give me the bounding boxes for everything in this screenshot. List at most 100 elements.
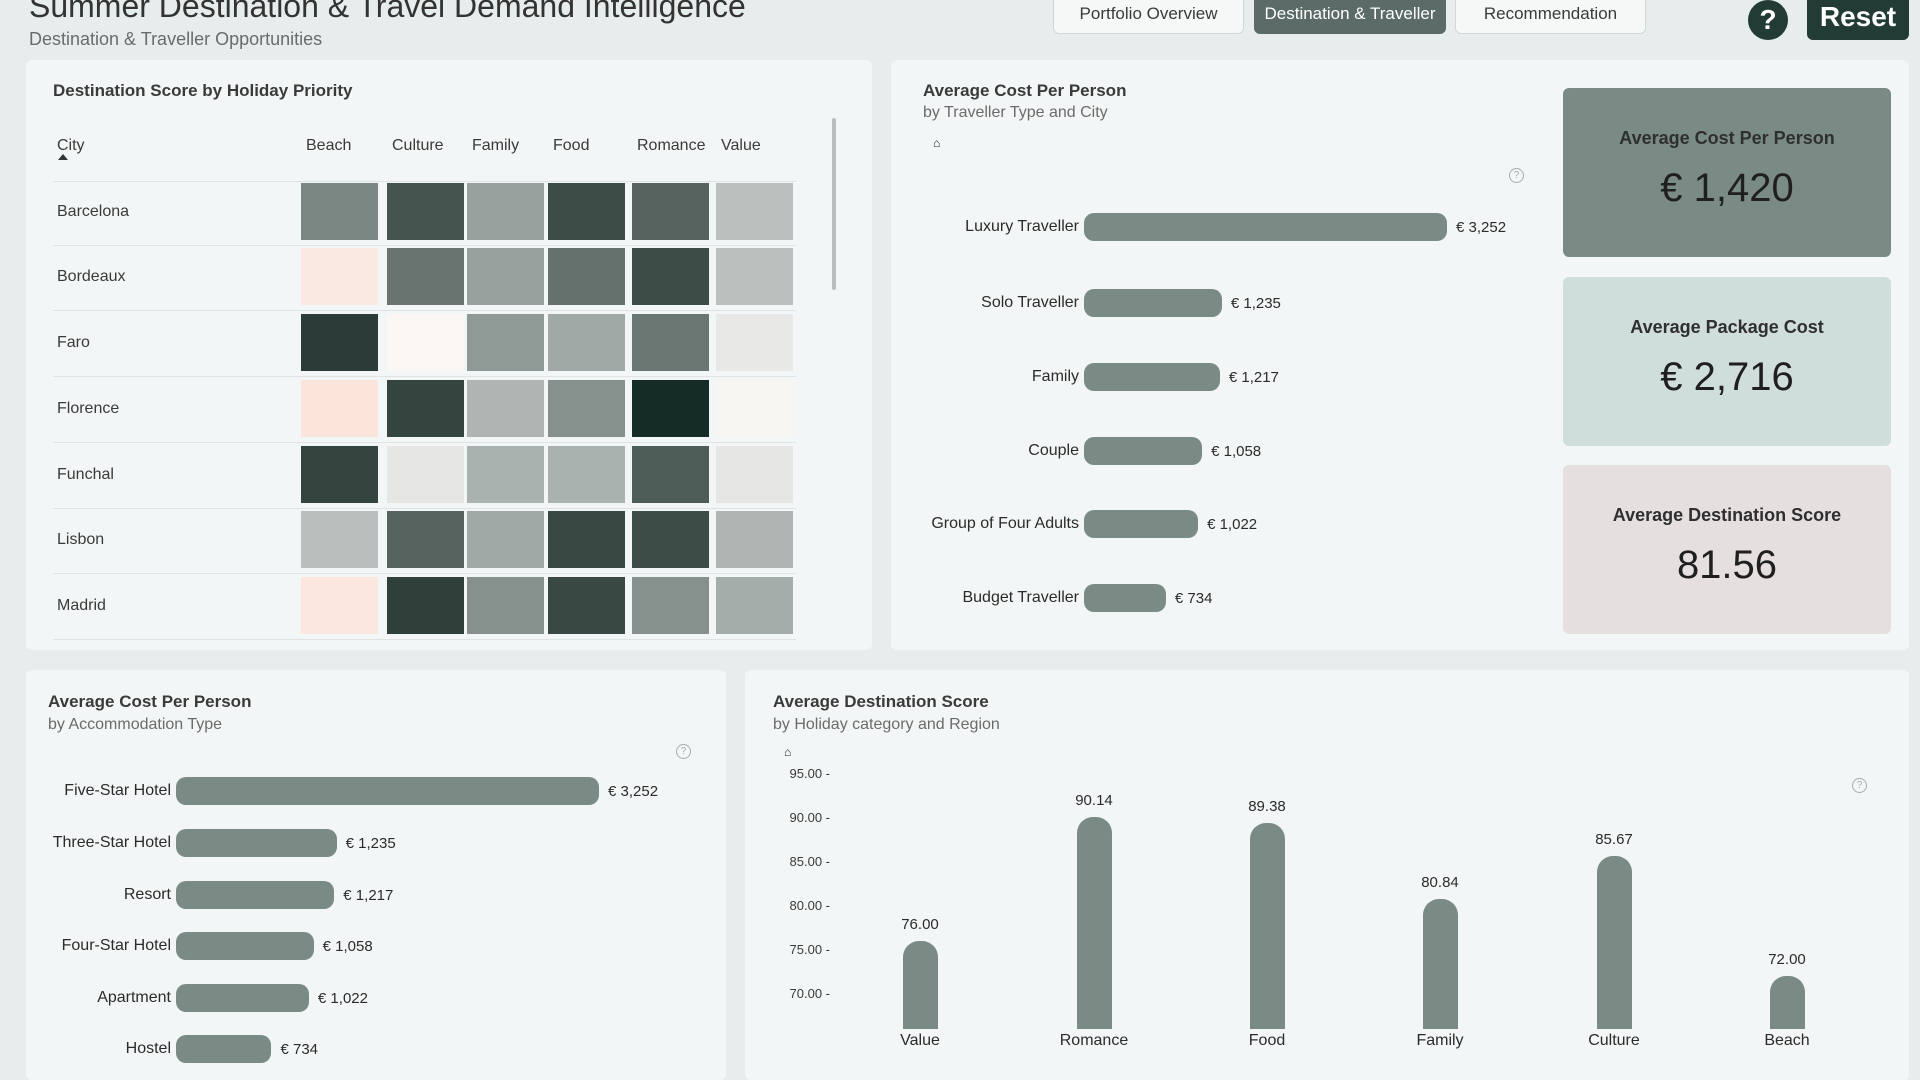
accommodation-chart-title: Average Cost Per Person	[48, 692, 252, 711]
heatmap-cell[interactable]	[301, 511, 378, 568]
bar-value-label: € 1,235	[1230, 295, 1281, 312]
home-icon[interactable]: ⌂	[784, 745, 792, 759]
accommodation-panel	[26, 670, 726, 1080]
heatmap-cell[interactable]	[301, 577, 378, 634]
heatmap-cell[interactable]	[387, 314, 464, 371]
heatmap-cell[interactable]	[467, 577, 544, 634]
heatmap-cell[interactable]	[716, 446, 793, 503]
heatmap-cell[interactable]	[632, 446, 709, 503]
bar[interactable]	[176, 984, 309, 1012]
x-axis-category: Value	[900, 1032, 940, 1049]
bar[interactable]	[1084, 584, 1166, 612]
heatmap-cell[interactable]	[301, 314, 378, 371]
column-value-label: 90.14	[1075, 791, 1113, 809]
heatmap-cell[interactable]	[632, 314, 709, 371]
heatmap-cell[interactable]	[387, 248, 464, 305]
bar[interactable]	[1084, 289, 1222, 317]
column-header-city[interactable]: City	[57, 137, 85, 154]
heatmap-cell[interactable]	[632, 511, 709, 568]
heatmap-cell[interactable]	[548, 577, 625, 634]
heatmap-cell[interactable]	[548, 314, 625, 371]
heatmap-cell[interactable]	[716, 577, 793, 634]
heatmap-cell[interactable]	[716, 183, 793, 240]
heatmap-cell[interactable]	[467, 380, 544, 437]
heatmap-cell[interactable]	[301, 183, 378, 240]
info-icon[interactable]: ?	[1509, 168, 1524, 183]
heatmap-cell[interactable]	[301, 380, 378, 437]
bar-label: Resort	[123, 886, 171, 903]
heatmap-cell[interactable]	[716, 380, 793, 437]
bar[interactable]	[176, 1035, 272, 1063]
bar-label: Family	[1031, 368, 1079, 385]
column-bar[interactable]	[1423, 898, 1458, 1029]
bar[interactable]	[176, 777, 599, 805]
bar[interactable]	[1084, 213, 1447, 241]
row-divider	[53, 639, 796, 640]
column-bar[interactable]	[1077, 816, 1112, 1029]
heatmap-cell[interactable]	[716, 314, 793, 371]
bar-value-label: € 1,058	[1211, 443, 1262, 460]
reset-button[interactable]: Reset	[1807, 0, 1909, 40]
bar[interactable]	[176, 881, 335, 909]
home-icon[interactable]: ⌂	[933, 136, 941, 150]
bar-value-label: € 1,022	[1207, 516, 1258, 533]
column-header-family[interactable]: Family	[472, 137, 520, 154]
heatmap-cell[interactable]	[716, 511, 793, 568]
tab-recommendation[interactable]: Recommendation	[1455, 0, 1646, 34]
column-bar[interactable]	[903, 941, 938, 1029]
info-icon[interactable]: ?	[676, 744, 691, 759]
city-label: Madrid	[57, 597, 106, 614]
heatmap-cell[interactable]	[387, 446, 464, 503]
heatmap-cell[interactable]	[716, 248, 793, 305]
heatmap-cell[interactable]	[548, 183, 625, 240]
heatmap-cell[interactable]	[301, 248, 378, 305]
traveller-chart-subtitle: by Traveller Type and City	[923, 104, 1108, 121]
column-header-romance[interactable]: Romance	[637, 137, 706, 154]
heatmap-cell[interactable]	[632, 577, 709, 634]
column-header-food[interactable]: Food	[553, 137, 590, 154]
heatmap-cell[interactable]	[632, 248, 709, 305]
column-header-value[interactable]: Value	[721, 137, 761, 154]
sort-caret-icon	[58, 154, 68, 160]
heatmap-cell[interactable]	[548, 511, 625, 568]
heatmap-cell[interactable]	[548, 446, 625, 503]
bar[interactable]	[1084, 437, 1203, 465]
column-bar[interactable]	[1597, 856, 1632, 1029]
column-header-culture[interactable]: Culture	[392, 137, 444, 154]
bar[interactable]	[176, 829, 337, 857]
heatmap-cell[interactable]	[632, 380, 709, 437]
destination-score-panel	[745, 670, 1909, 1080]
kpi-card: Average Cost Per Person € 1,420	[1563, 88, 1891, 257]
heatmap-cell[interactable]	[548, 248, 625, 305]
bar[interactable]	[176, 932, 314, 960]
heatmap-cell[interactable]	[301, 446, 378, 503]
bar[interactable]	[1084, 510, 1199, 538]
heatmap-cell[interactable]	[548, 380, 625, 437]
heatmap-cell[interactable]	[387, 380, 464, 437]
row-divider	[53, 442, 796, 443]
heatmap-cell[interactable]	[467, 511, 544, 568]
heatmap-cell[interactable]	[387, 577, 464, 634]
heatmap-scrollbar[interactable]	[832, 118, 836, 290]
help-button[interactable]: ?	[1748, 0, 1788, 40]
heatmap-cell[interactable]	[467, 248, 544, 305]
column-bar[interactable]	[1770, 976, 1805, 1029]
heatmap-cell[interactable]	[467, 183, 544, 240]
bar[interactable]	[1084, 363, 1220, 391]
heatmap-cell[interactable]	[467, 446, 544, 503]
y-axis-tick: 80.00 -	[789, 897, 830, 913]
column-header-beach[interactable]: Beach	[306, 137, 352, 154]
tab-destination-traveller[interactable]: Destination & Traveller	[1254, 0, 1446, 34]
heatmap-cell[interactable]	[632, 183, 709, 240]
column-bar[interactable]	[1250, 823, 1285, 1029]
heatmap-cell[interactable]	[467, 314, 544, 371]
info-icon[interactable]: ?	[1852, 778, 1867, 793]
bar-label: Luxury Traveller	[965, 218, 1079, 235]
heatmap-cell[interactable]	[387, 511, 464, 568]
tab-portfolio-overview[interactable]: Portfolio Overview	[1053, 0, 1244, 34]
row-divider	[53, 376, 796, 377]
bar-value-label: € 734	[1174, 590, 1213, 607]
heatmap-cell[interactable]	[387, 183, 464, 240]
column-value-label: 72.00	[1768, 951, 1806, 969]
kpi-value: € 1,420	[1660, 166, 1794, 210]
